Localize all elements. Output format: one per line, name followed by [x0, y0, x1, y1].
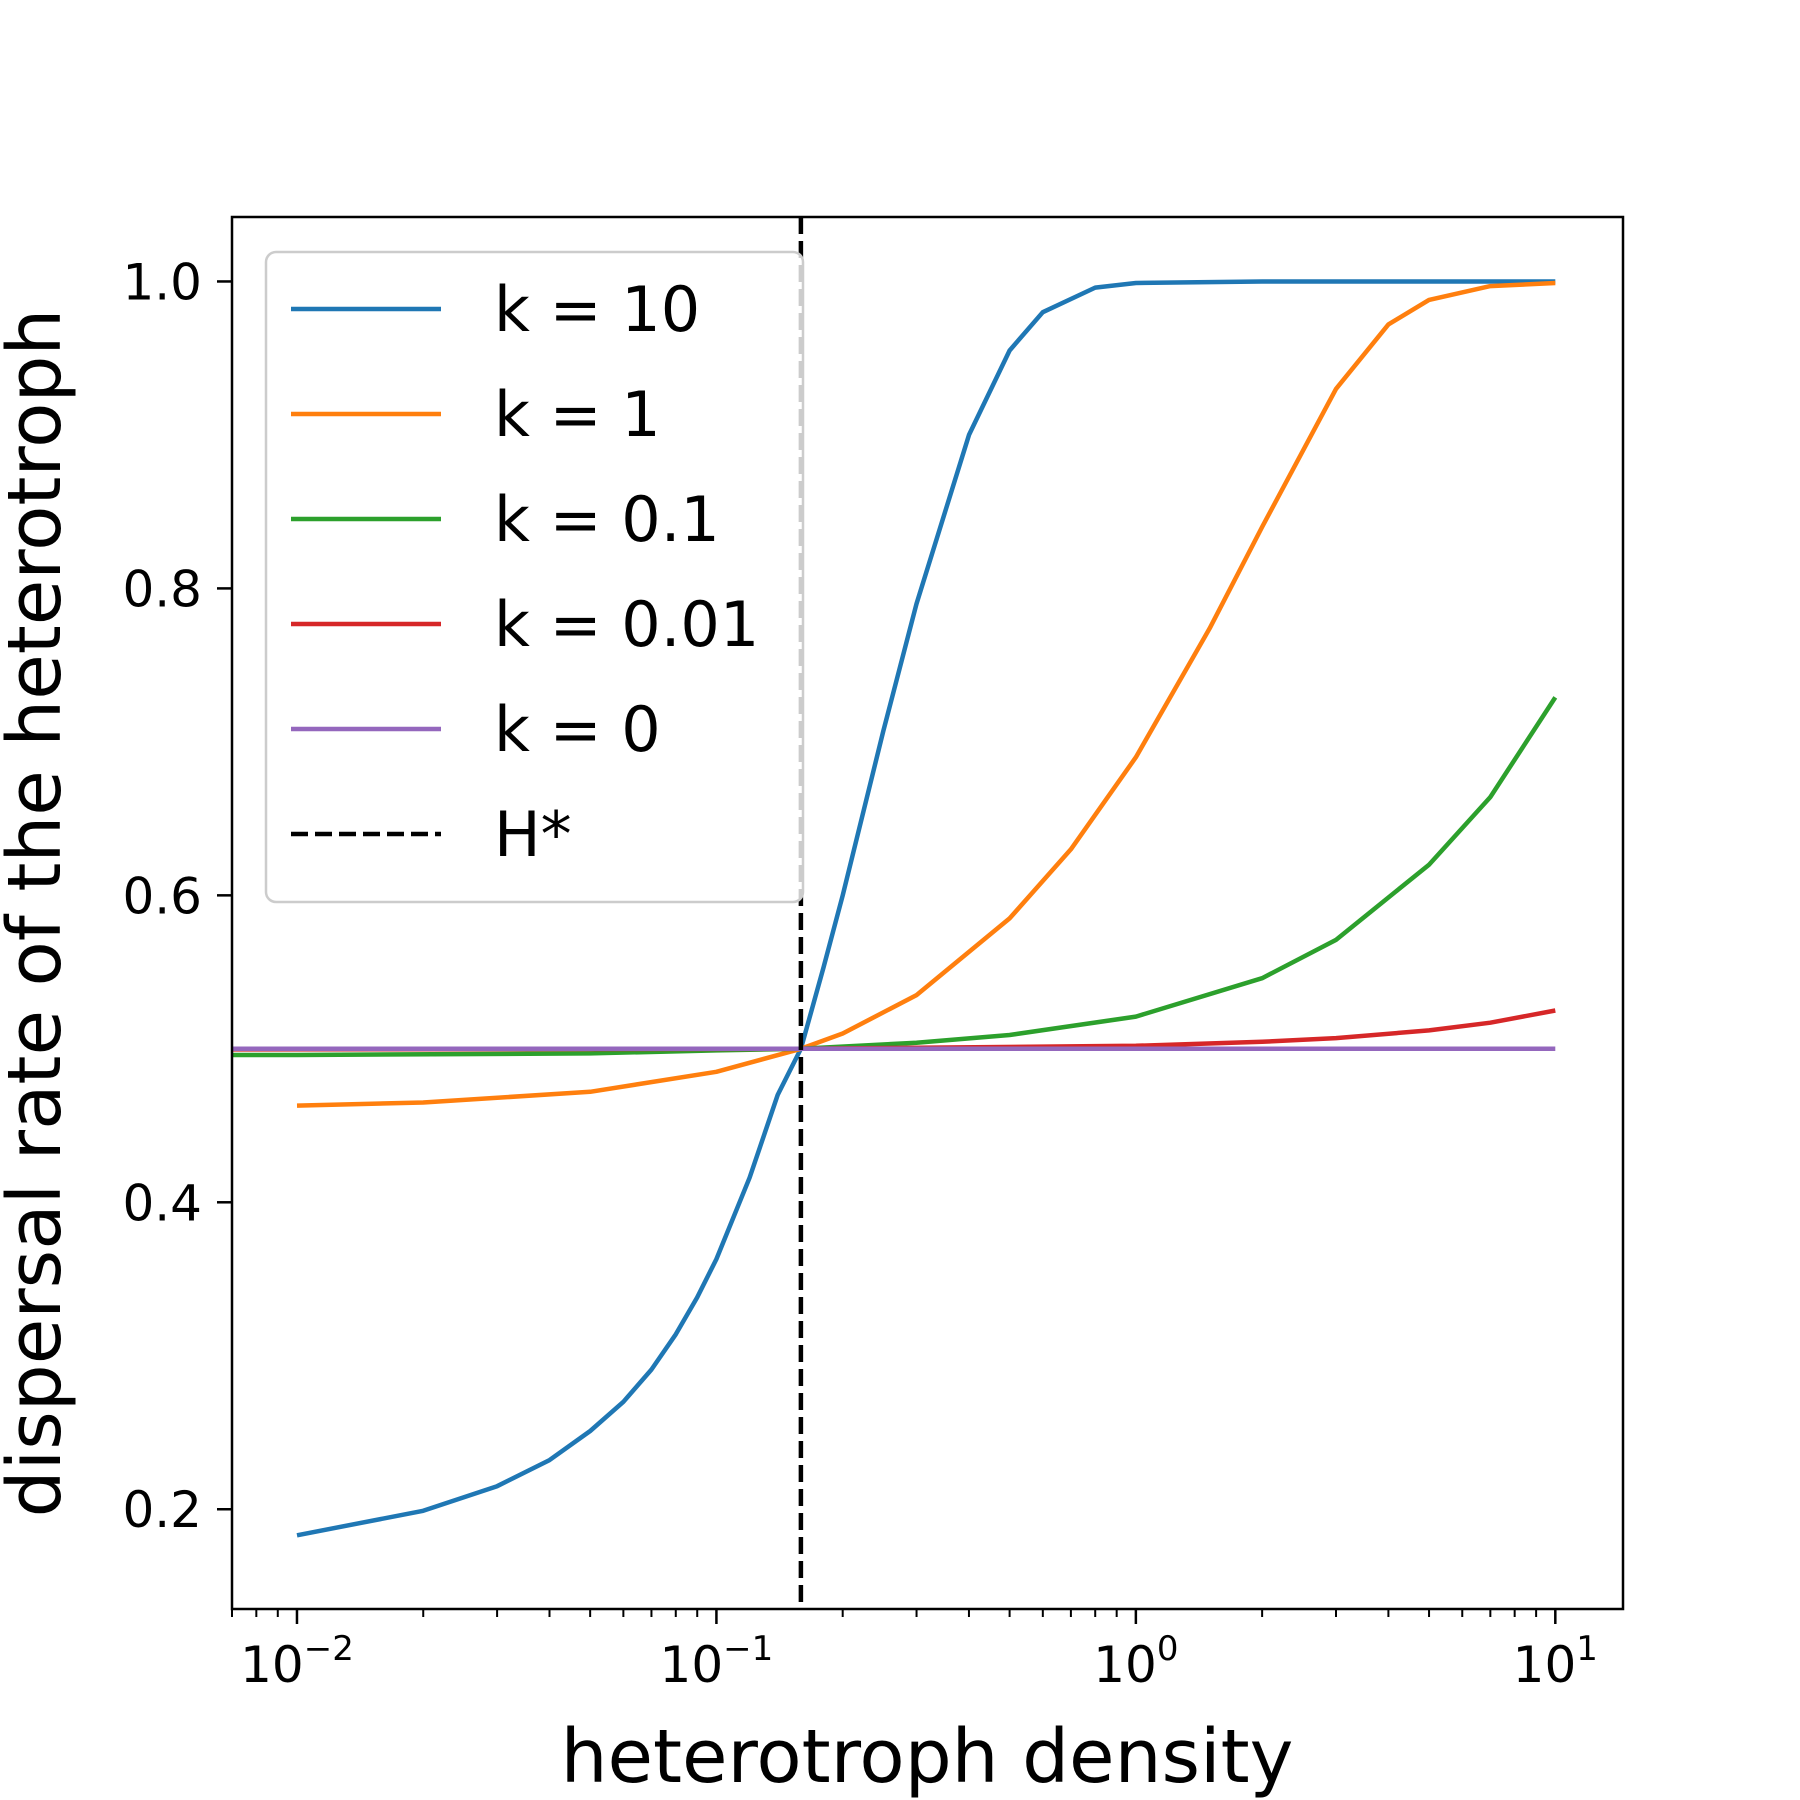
x-tick-label: 101 [1513, 1629, 1598, 1694]
legend-entry-label: k = 0 [494, 693, 661, 766]
y-axis-label: dispersal rate of the heterotroph [0, 309, 78, 1518]
plot-frame [230, 215, 1625, 1611]
series-line-1 [296, 280, 1556, 1108]
legend-entry-label: k = 1 [494, 378, 661, 451]
legend-entry-label: k = 10 [494, 273, 700, 346]
legend: k = 10 k = 1 k = 0.1 k = 0.01 k = 0 H* [264, 250, 805, 904]
x-tick-label: 10−1 [660, 1629, 774, 1694]
series-line-2 [232, 696, 1558, 1058]
x-axis-label: heterotroph density [561, 1714, 1294, 1800]
legend-entry-label: k = 0.01 [494, 588, 759, 661]
y-tick-label: 0.6 [122, 867, 202, 925]
legend-entry-label: H* [494, 798, 572, 871]
y-tick-label: 0.2 [122, 1481, 202, 1539]
y-tick-label: 0.8 [122, 560, 202, 618]
axis-ticks: 10−2 10−1 100 101 0.2 0.4 0.6 0.8 1.0 [122, 253, 1597, 1694]
y-tick-label: 1.0 [122, 253, 202, 311]
x-tick-label: 10−2 [240, 1629, 354, 1694]
legend-entry-label: k = 0.1 [494, 483, 720, 556]
x-tick-label: 100 [1093, 1629, 1178, 1694]
y-tick-label: 0.4 [122, 1174, 202, 1232]
